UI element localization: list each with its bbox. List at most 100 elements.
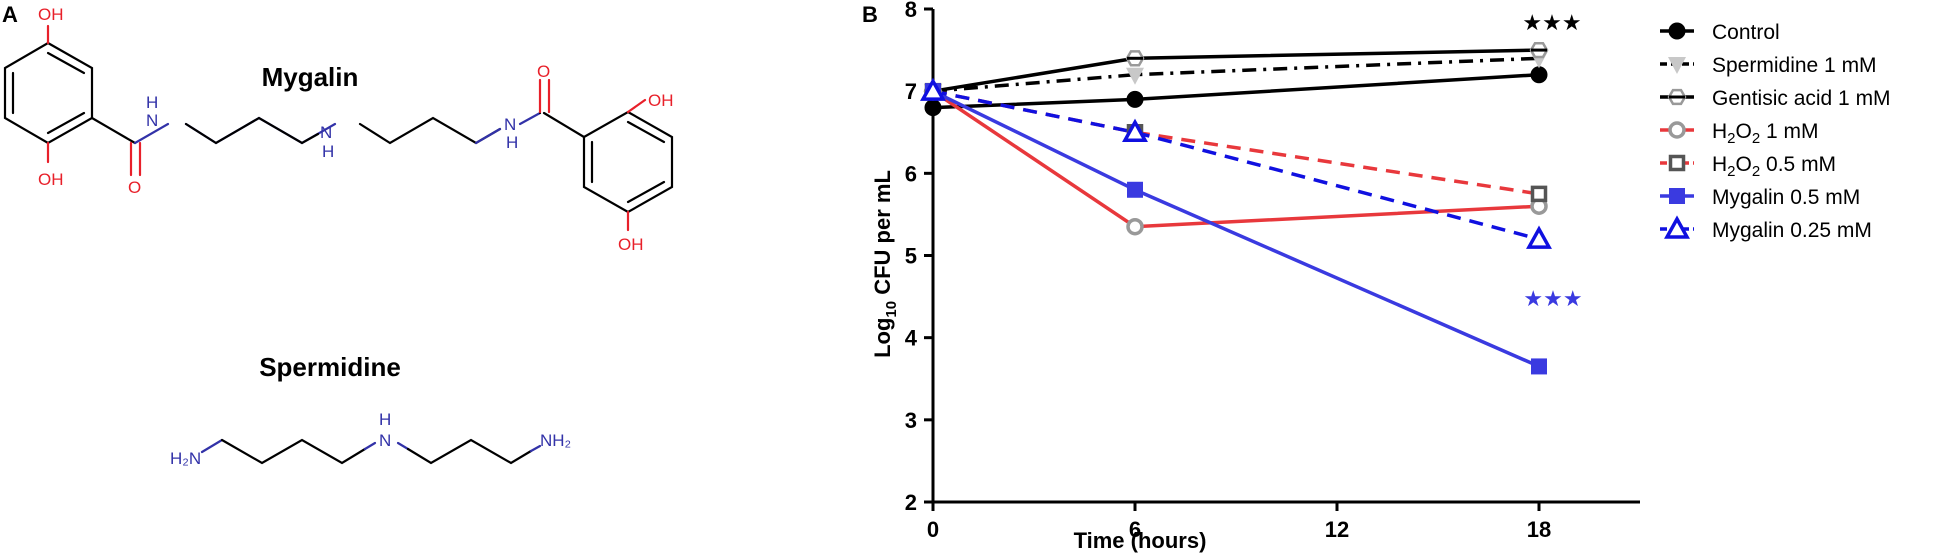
mygalin-chain-right	[358, 116, 502, 145]
legend-entry: Gentisic acid 1 mM	[1660, 87, 1891, 110]
atom-h: H	[322, 142, 334, 161]
legend-entry: H2O2 1 mM	[1660, 120, 1819, 147]
panel-b: B 2 3 4 5 6 7 8 0 6 12 18 Time (hours) Log10 CFU …	[862, 0, 1891, 553]
spermidine-chain-left	[220, 438, 367, 465]
data-point	[920, 77, 946, 101]
mygalin-right-oh-top-bond	[626, 98, 647, 114]
mygalin-left-ring-inner-2	[46, 111, 86, 135]
series-line	[932, 56, 1540, 93]
y-tick-label: 2	[905, 490, 917, 515]
x-tick-label: 18	[1527, 517, 1551, 542]
data-point	[924, 99, 942, 117]
atom-oh: OH	[38, 5, 64, 24]
y-tick-label: 3	[905, 408, 917, 433]
x-tick-label: 6	[1129, 517, 1141, 542]
x-ticks: 0 6 12 18	[927, 502, 1551, 542]
series-line	[932, 89, 1540, 369]
data-point	[1126, 90, 1144, 108]
y-tick-label: 6	[905, 161, 917, 186]
mygalin-left-ring-inner-1	[46, 51, 86, 75]
data-point	[1126, 67, 1144, 85]
atom-n: N	[320, 123, 332, 142]
mygalin-atoms: OH OH O H N N H N H O OH OH	[38, 5, 674, 254]
data-point	[1126, 217, 1144, 236]
panel-a: A Mygalin Spermidine	[2, 2, 674, 468]
series-line	[932, 48, 1540, 93]
legend: Control Spermidine 1 mM Gentisic acid 1 mM…	[1660, 21, 1891, 242]
data-point	[1526, 225, 1552, 249]
mygalin-chain-left-black	[184, 116, 320, 145]
atom-h: H	[506, 133, 518, 152]
atom-oh: OH	[618, 235, 644, 254]
atom-h2n: H₂N	[170, 449, 201, 468]
spermidine-title: Spermidine	[259, 352, 401, 382]
data-point	[1122, 118, 1148, 142]
x-tick-label: 0	[927, 517, 939, 542]
legend-label: H2O2 1 mM	[1712, 120, 1819, 147]
atom-nh2: NH₂	[540, 431, 571, 450]
atom-o: O	[128, 178, 141, 197]
series-line	[932, 89, 1540, 196]
atom-o: O	[537, 62, 550, 81]
y-tick-label: 5	[905, 244, 917, 269]
data-point	[1531, 358, 1547, 375]
spermidine-bond-nh2-left	[200, 438, 224, 454]
mygalin-left-ring	[3, 41, 94, 145]
mygalin-right-ring-inner-2	[626, 120, 666, 144]
mygalin-left-amide-bond	[90, 116, 137, 145]
atom-oh: OH	[648, 91, 674, 110]
spermidine-bond-nh2-right	[529, 444, 542, 453]
y-tick-label: 7	[905, 79, 917, 104]
y-axis-label: Log10 CFU per mL	[870, 170, 900, 358]
legend-swatch-marker	[1668, 57, 1686, 74]
panel-a-label: A	[2, 2, 18, 27]
data-point	[1530, 185, 1548, 203]
panel-b-label: B	[862, 2, 878, 27]
atom-n: N	[504, 115, 516, 134]
series-line	[932, 72, 1540, 110]
significance-stars-black: ★★★	[1522, 10, 1581, 35]
spermidine-bond-n-center-r	[396, 441, 410, 451]
legend-label: Spermidine 1 mM	[1712, 54, 1877, 77]
legend-swatch-marker	[1668, 121, 1686, 139]
legend-swatch-marker	[1664, 215, 1690, 239]
legend-label: H2O2 0.5 mM	[1712, 153, 1836, 180]
legend-entry: Mygalin 0.25 mM	[1660, 215, 1872, 242]
atom-h: H	[146, 93, 158, 112]
spermidine-chain-right	[406, 438, 533, 465]
legend-label: Gentisic acid 1 mM	[1712, 87, 1891, 110]
mygalin-left-cn-bond	[133, 122, 170, 145]
series-line	[932, 89, 1540, 241]
legend-swatch-marker	[1668, 154, 1686, 172]
atom-oh: OH	[38, 170, 64, 189]
legend-label: Mygalin 0.25 mM	[1712, 219, 1872, 242]
legend-label: Control	[1712, 21, 1780, 44]
legend-entry: H2O2 0.5 mM	[1660, 153, 1836, 180]
legend-entry: Mygalin 0.5 mM	[1660, 186, 1860, 209]
mygalin-right-ring-inner-3	[626, 180, 666, 204]
y-tick-label: 4	[905, 326, 918, 351]
legend-label: Mygalin 0.5 mM	[1712, 186, 1860, 209]
legend-swatch-marker	[1668, 22, 1686, 40]
spermidine-structure	[200, 438, 542, 465]
x-tick-label: 12	[1325, 517, 1349, 542]
legend-swatch-marker	[1669, 188, 1685, 204]
atom-n: N	[379, 431, 391, 450]
y-tick-label: 8	[905, 0, 917, 22]
legend-entry: Control	[1660, 21, 1780, 44]
atom-h: H	[379, 410, 391, 429]
mygalin-chain-right-n	[474, 127, 502, 145]
data-point	[1127, 181, 1143, 198]
mygalin-right-nc-bond	[518, 111, 542, 126]
spermidine-atoms: H₂N H N NH₂	[170, 410, 571, 468]
plot-area: 2 3 4 5 6 7 8 0 6 12 18 Time (hours) Log10 CFU pe…	[870, 0, 1640, 553]
spermidine-bond-n-center-l	[363, 441, 377, 451]
mygalin-title: Mygalin	[262, 62, 359, 92]
data-point	[1530, 66, 1548, 84]
data-point	[1125, 50, 1145, 67]
significance-stars-blue: ★★★	[1523, 286, 1582, 311]
y-ticks: 2 3 4 5 6 7 8	[905, 0, 933, 515]
legend-entry: Spermidine 1 mM	[1660, 54, 1877, 77]
data-point	[1529, 41, 1549, 59]
